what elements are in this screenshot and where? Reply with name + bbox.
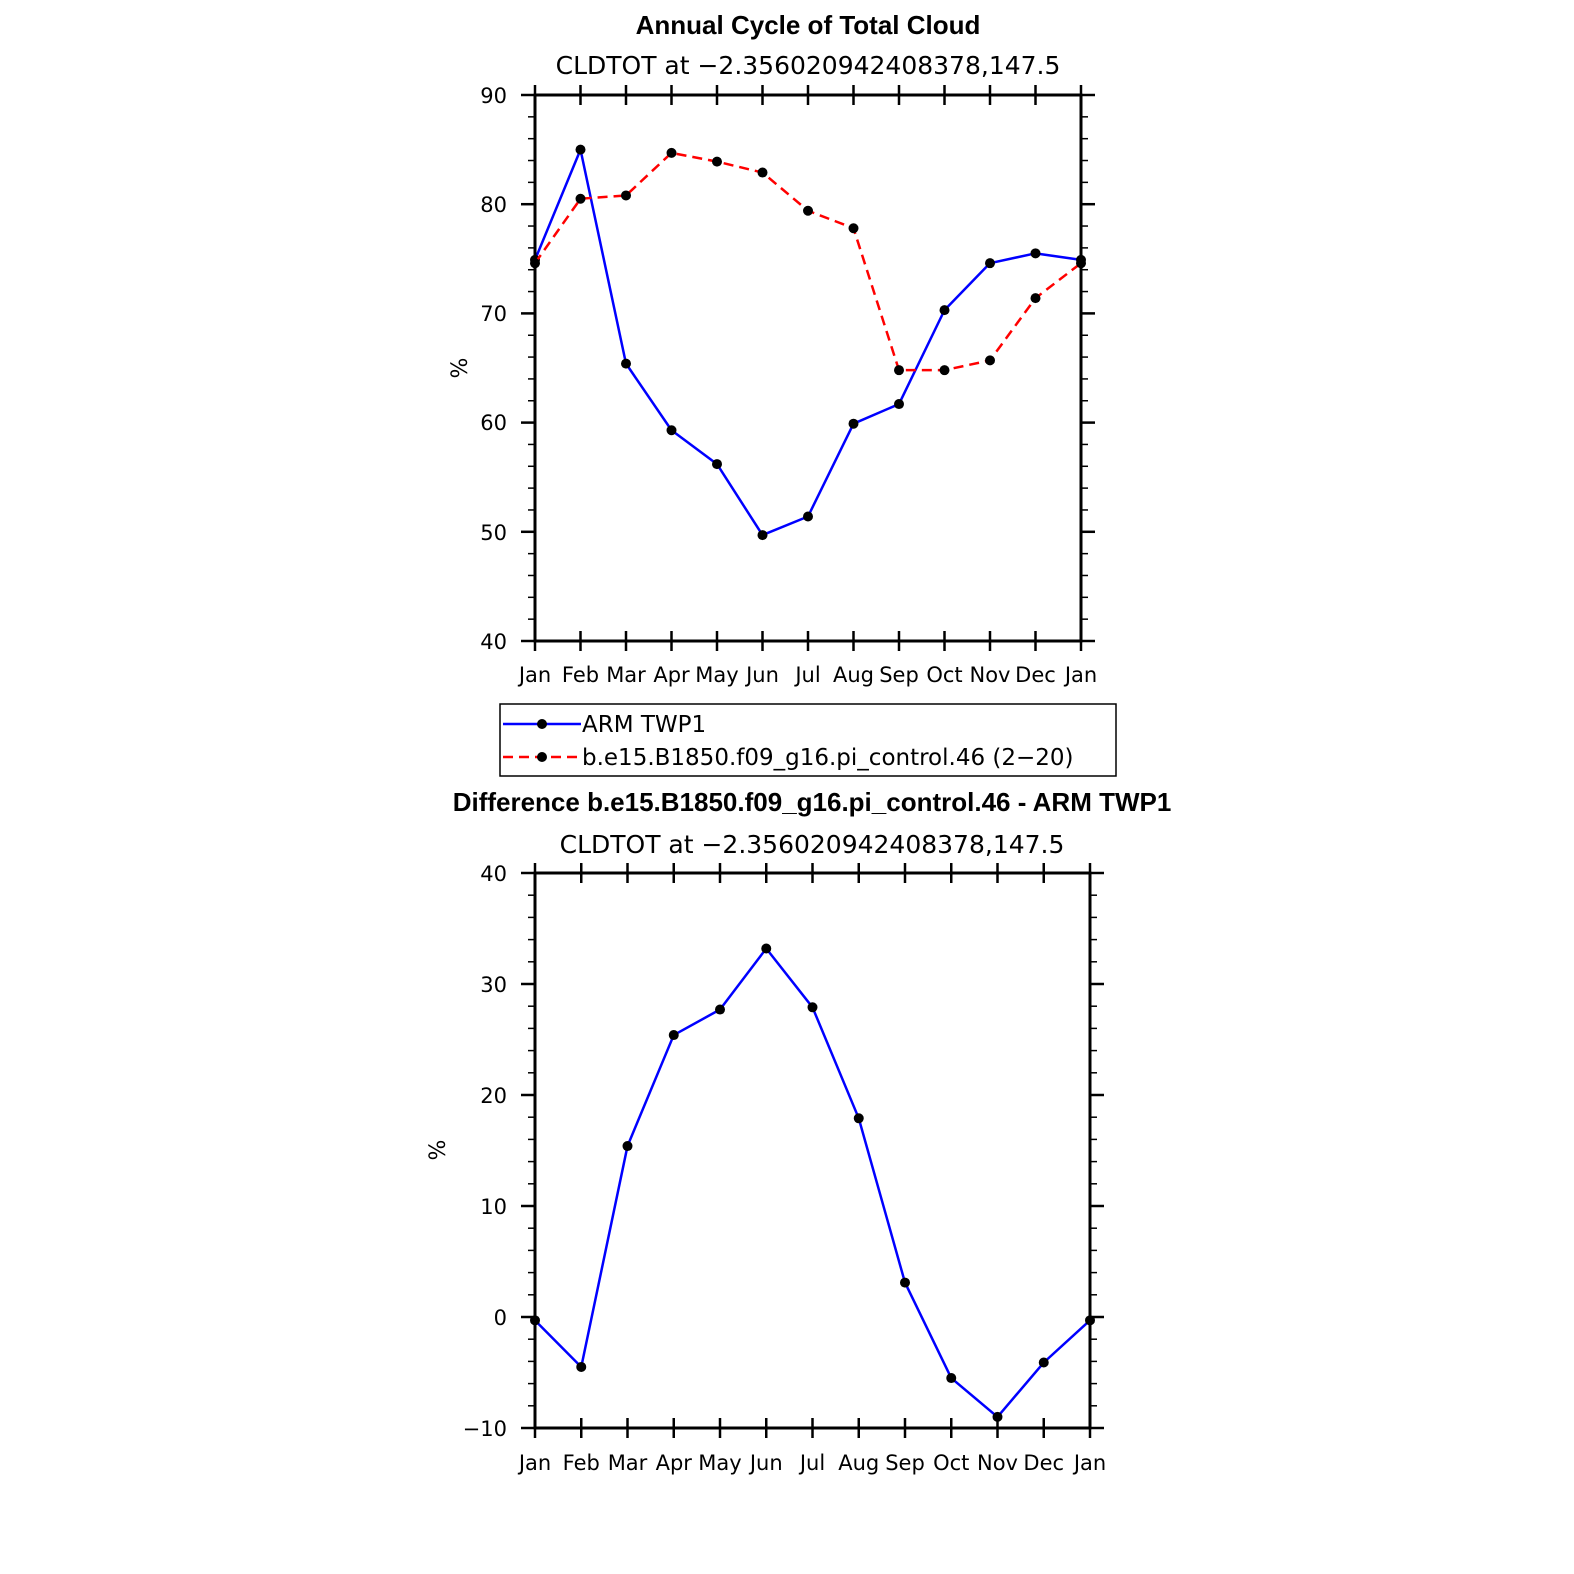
data-point bbox=[621, 190, 631, 201]
data-point bbox=[894, 365, 904, 376]
y-tick-label: 80 bbox=[480, 193, 507, 217]
data-point bbox=[575, 144, 586, 155]
data-point bbox=[715, 1004, 725, 1015]
chart-subtitle: CLDTOT at −2.356020942408378,147.5 bbox=[556, 51, 1061, 80]
series-line bbox=[534, 947, 1091, 1419]
x-tick-label: Aug bbox=[838, 1451, 879, 1475]
data-point bbox=[1030, 248, 1041, 259]
chart-title: Difference b.e15.B1850.f09_g16.pi_contro… bbox=[453, 787, 1172, 817]
data-point bbox=[939, 365, 950, 376]
data-point bbox=[900, 1277, 910, 1288]
legend-marker bbox=[537, 752, 547, 762]
legend-entry-model: b.e15.B1850.f09_g16.pi_control.46 (2−20) bbox=[503, 745, 1074, 771]
y-tick-label: 20 bbox=[480, 1084, 507, 1108]
x-tick-label: Sep bbox=[879, 663, 919, 687]
x-tick-labels: Jan Feb Mar Apr May Jun Jul Aug Sep Oct … bbox=[517, 1451, 1106, 1475]
x-tick-label: Apr bbox=[656, 1451, 693, 1475]
data-point bbox=[575, 193, 586, 204]
plot-frame bbox=[533, 93, 1083, 643]
data-point bbox=[853, 1113, 864, 1124]
x-tick-label: Aug bbox=[833, 663, 874, 687]
difference-chart: Difference b.e15.B1850.f09_g16.pi_contro… bbox=[426, 787, 1171, 1475]
data-point bbox=[712, 459, 722, 470]
x-tick-label: Jun bbox=[748, 1451, 783, 1475]
x-tick-label: May bbox=[698, 1451, 741, 1475]
x-tick-label: Mar bbox=[606, 663, 646, 687]
x-tick-label: May bbox=[695, 663, 738, 687]
axis-ticks bbox=[521, 85, 1095, 651]
legend-box bbox=[499, 703, 1117, 777]
x-tick-label: Jan bbox=[1063, 663, 1097, 687]
x-tick-label: Jun bbox=[744, 663, 779, 687]
y-axis-label: % bbox=[426, 1140, 451, 1161]
data-point bbox=[666, 147, 677, 158]
x-tick-label: Jul bbox=[798, 1451, 825, 1475]
x-tick-label: Feb bbox=[563, 1451, 600, 1475]
x-tick-label: Nov bbox=[970, 663, 1011, 687]
legend-label: ARM TWP1 bbox=[582, 712, 706, 738]
data-point bbox=[666, 425, 677, 436]
annual-cycle-chart: Annual Cycle of Total Cloud CLDTOT at −2… bbox=[448, 10, 1097, 687]
x-tick-label: Mar bbox=[608, 1451, 648, 1475]
legend-label: b.e15.B1850.f09_g16.pi_control.46 (2−20) bbox=[582, 745, 1074, 771]
x-tick-label: Dec bbox=[1023, 1451, 1064, 1475]
data-point bbox=[803, 205, 813, 216]
data-point bbox=[757, 167, 768, 178]
y-tick-label: 40 bbox=[480, 862, 507, 886]
x-tick-label: Oct bbox=[933, 1451, 969, 1475]
data-point bbox=[807, 1002, 818, 1013]
y-tick-labels: 40 30 20 10 0 −10 bbox=[463, 862, 507, 1441]
y-tick-label: 10 bbox=[480, 1195, 507, 1219]
x-tick-label: Nov bbox=[977, 1451, 1018, 1475]
data-point bbox=[985, 355, 995, 366]
x-tick-label: Oct bbox=[926, 663, 962, 687]
y-tick-label: 40 bbox=[480, 630, 507, 654]
y-tick-label: 50 bbox=[480, 521, 507, 545]
series-layer bbox=[530, 144, 1086, 541]
data-point bbox=[985, 258, 995, 269]
y-tick-label: 0 bbox=[494, 1306, 507, 1330]
data-point bbox=[1030, 293, 1041, 304]
data-point bbox=[621, 358, 631, 369]
chart-subtitle: CLDTOT at −2.356020942408378,147.5 bbox=[560, 830, 1065, 859]
x-tick-labels: Jan Feb Mar Apr May Jun Jul Aug Sep Oct … bbox=[517, 663, 1097, 687]
data-point bbox=[576, 1361, 587, 1372]
x-tick-label: Jul bbox=[793, 663, 820, 687]
data-point bbox=[848, 223, 859, 234]
x-tick-label: Jan bbox=[517, 1451, 551, 1475]
data-point bbox=[668, 1030, 679, 1041]
x-tick-label: Feb bbox=[562, 663, 599, 687]
data-point bbox=[803, 511, 813, 522]
y-axis-label: % bbox=[448, 358, 473, 379]
data-point bbox=[761, 943, 772, 954]
y-tick-label: 60 bbox=[480, 411, 507, 435]
y-tick-label: 90 bbox=[480, 84, 507, 108]
y-tick-label: −10 bbox=[463, 1417, 507, 1441]
data-point bbox=[1038, 1357, 1049, 1368]
axis-ticks bbox=[521, 863, 1104, 1438]
x-tick-label: Sep bbox=[885, 1451, 925, 1475]
x-tick-label: Dec bbox=[1015, 663, 1056, 687]
legend: ARM TWP1 b.e15.B1850.f09_g16.pi_control.… bbox=[499, 703, 1117, 777]
data-point bbox=[757, 530, 768, 541]
data-point bbox=[622, 1141, 633, 1152]
plot-frame bbox=[533, 871, 1092, 1430]
y-tick-label: 70 bbox=[480, 302, 507, 326]
data-point bbox=[946, 1373, 957, 1384]
chart-title: Annual Cycle of Total Cloud bbox=[636, 10, 981, 40]
y-tick-label: 30 bbox=[480, 973, 507, 997]
data-point bbox=[939, 305, 950, 316]
data-point bbox=[894, 399, 904, 410]
legend-marker bbox=[537, 719, 547, 729]
x-tick-label: Jan bbox=[1072, 1451, 1106, 1475]
legend-entry-arm-twp1: ARM TWP1 bbox=[503, 712, 706, 738]
data-point bbox=[848, 418, 859, 429]
y-tick-labels: 90 80 70 60 50 40 bbox=[480, 84, 507, 654]
series-layer bbox=[530, 943, 1095, 1422]
x-tick-label: Jan bbox=[517, 663, 551, 687]
x-tick-label: Apr bbox=[653, 663, 690, 687]
data-point bbox=[712, 156, 722, 167]
data-point bbox=[992, 1411, 1003, 1422]
